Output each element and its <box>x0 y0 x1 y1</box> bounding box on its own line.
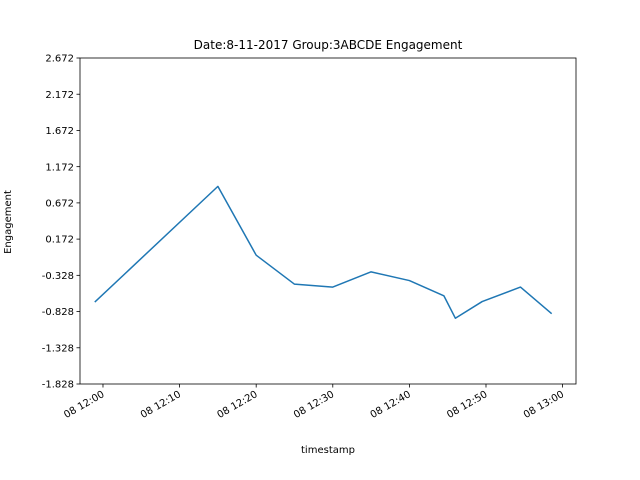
y-axis: -1.828 -1.328 -0.828 -0.328 0.172 0.672 1.172 1… <box>42 54 80 391</box>
chart-title: Date:8-11-2017 Group:3ABCDE Engagement <box>194 38 463 52</box>
plot-frame <box>79 57 577 385</box>
plot-area <box>79 57 577 385</box>
y-tick-label: -1.328 <box>42 343 74 354</box>
series-layer <box>94 185 553 319</box>
y-tick-label: 0.172 <box>45 235 74 246</box>
x-axis-label: timestamp <box>301 445 355 456</box>
y-tick-label: -1.828 <box>42 380 74 391</box>
y-tick-label: -0.828 <box>42 307 74 318</box>
y-tick-label: 1.172 <box>45 162 74 173</box>
y-tick-label: -0.328 <box>42 271 74 282</box>
y-tick-label: 2.672 <box>45 54 74 65</box>
series-line <box>94 185 553 319</box>
y-tick-label: 1.672 <box>45 126 74 137</box>
y-tick-label: 0.672 <box>45 198 74 209</box>
y-axis-label: Engagement <box>3 190 14 254</box>
y-tick-label: 2.172 <box>45 90 74 101</box>
